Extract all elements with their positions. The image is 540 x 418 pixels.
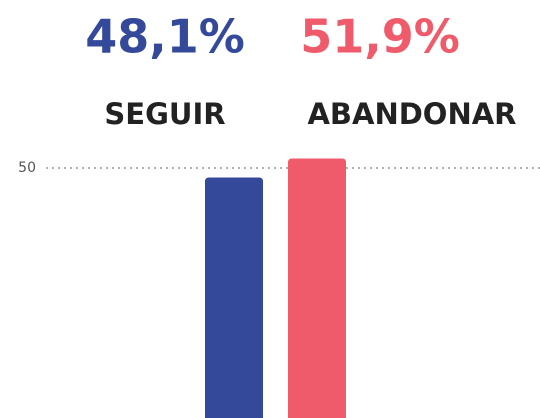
y-tick-label: 50 [18,160,36,176]
value-label: 48,1% [85,10,245,64]
bar [288,158,346,418]
category-label: SEGUIR [104,97,225,131]
value-label: 51,9% [300,10,460,64]
category-label: ABANDONAR [307,97,516,131]
bar [205,177,263,418]
